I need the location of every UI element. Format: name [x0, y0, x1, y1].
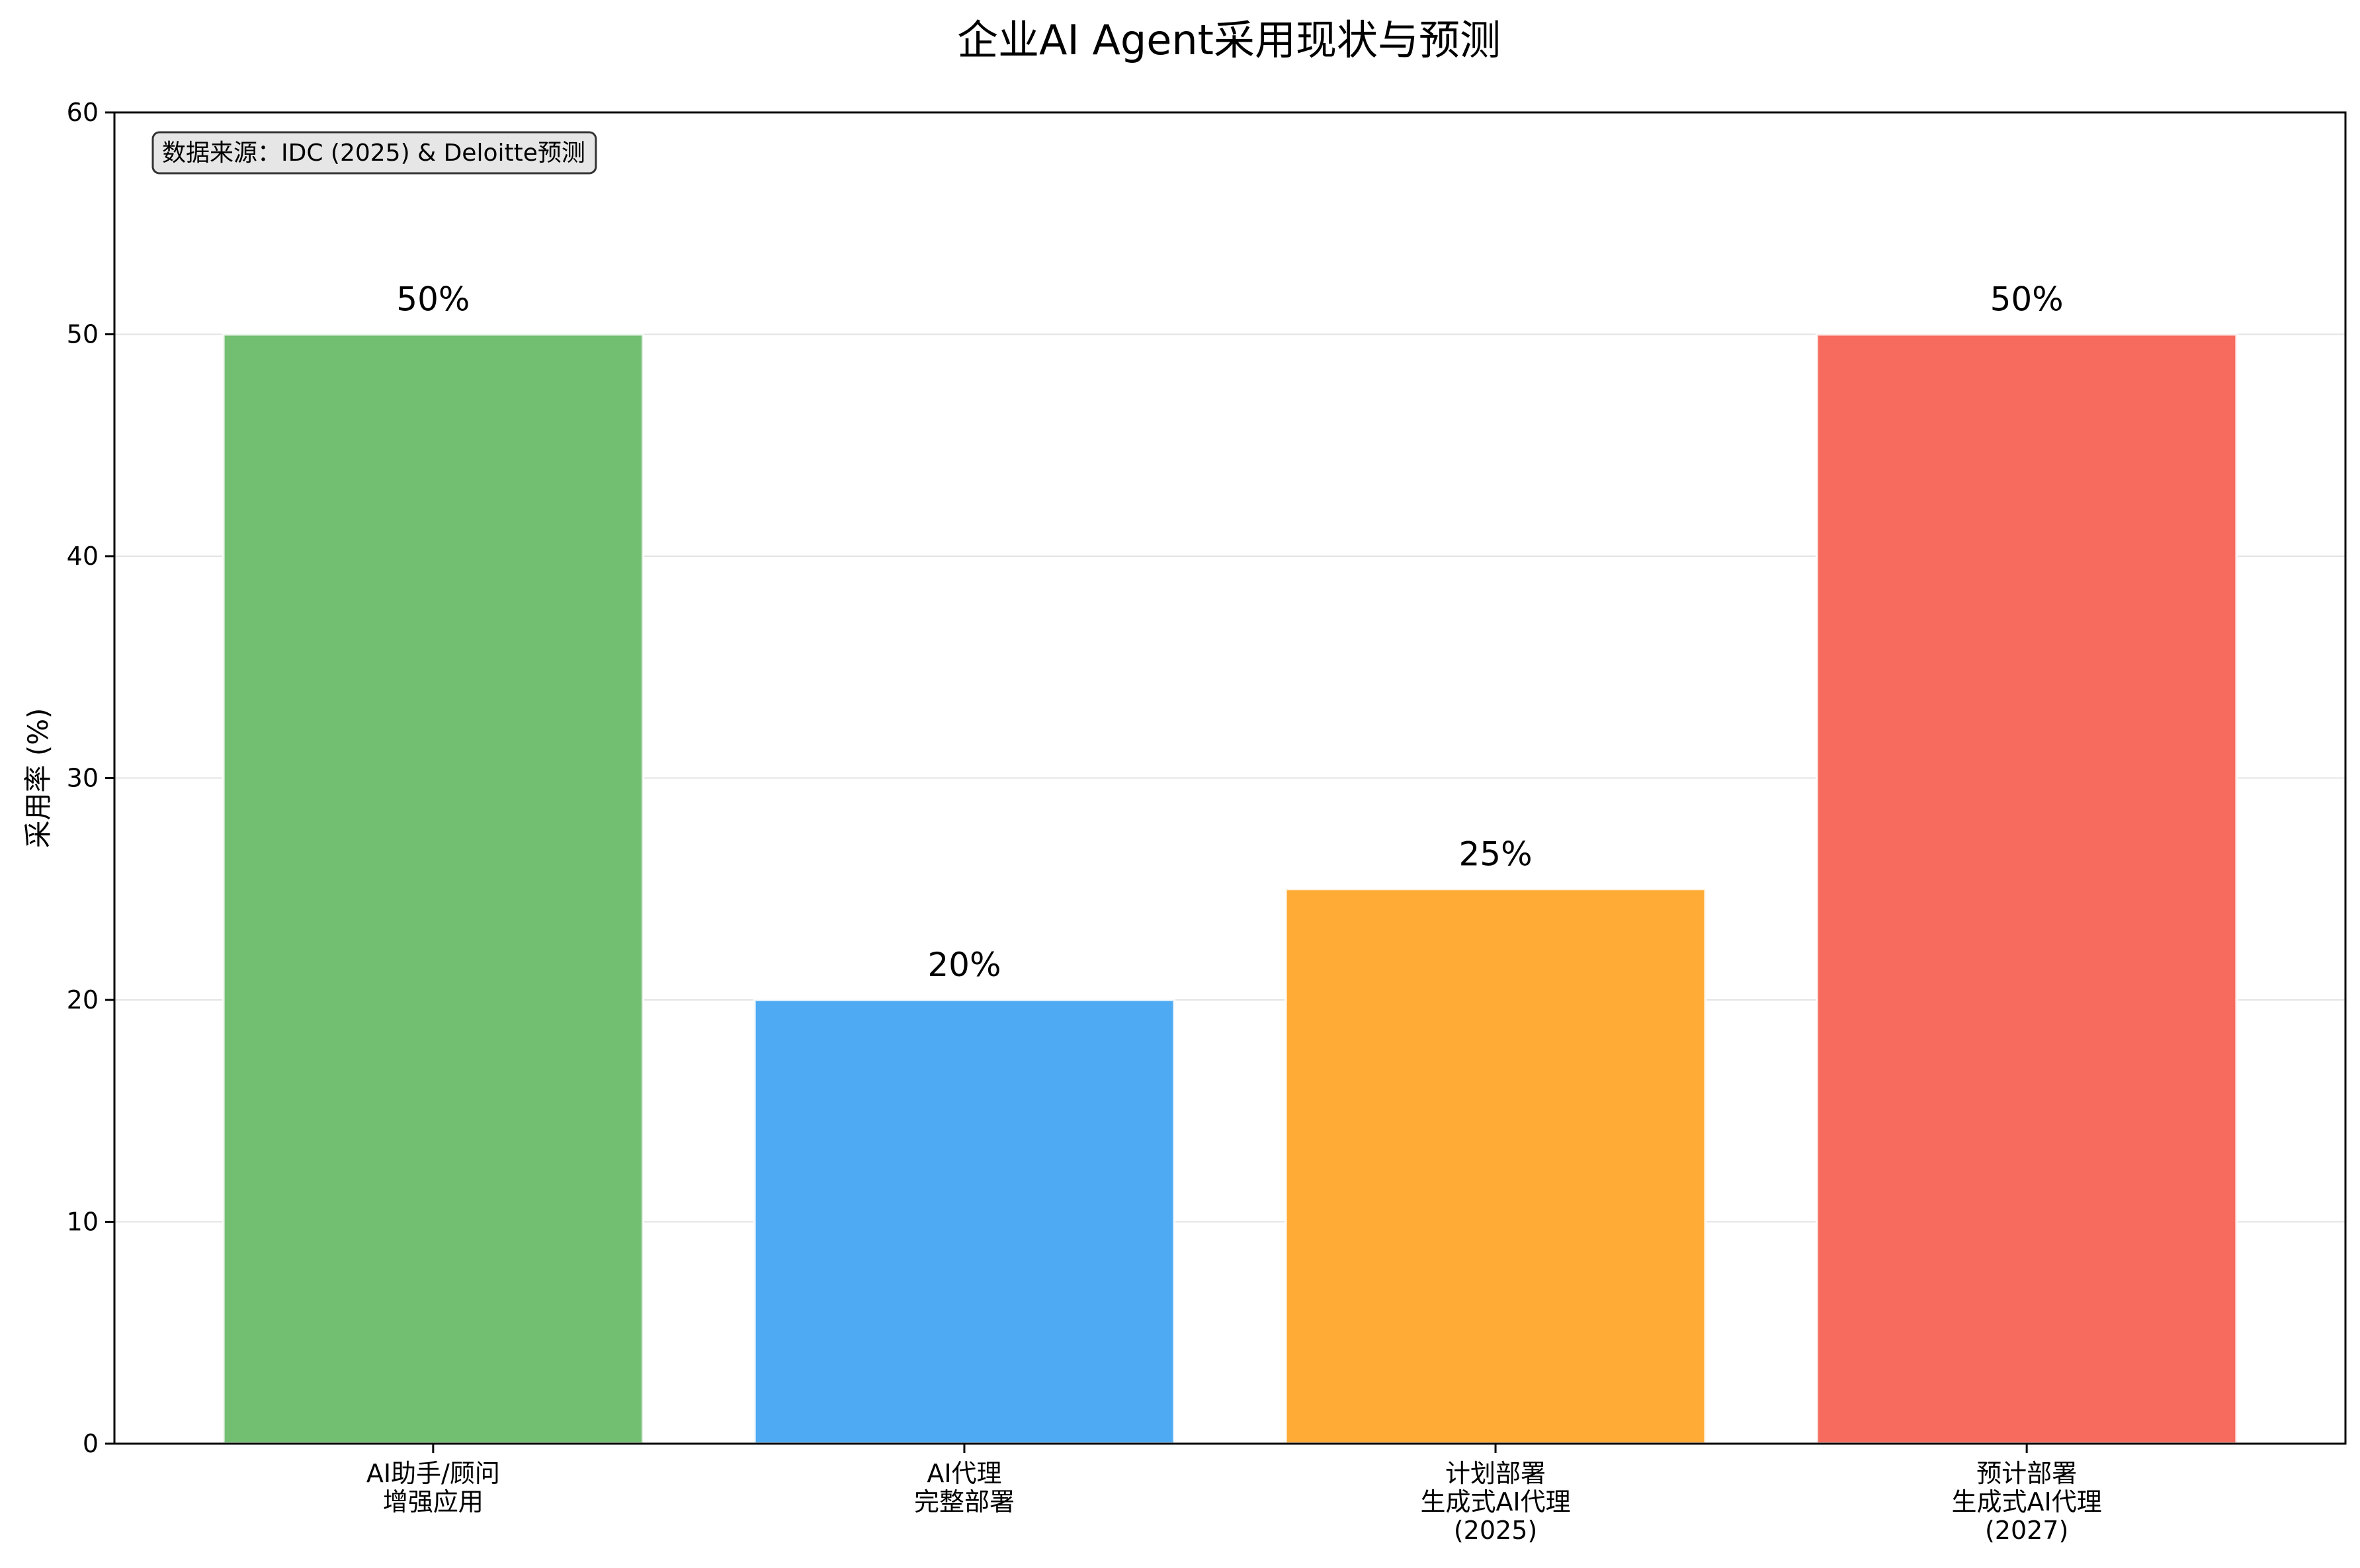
annotation-box	[151, 131, 597, 175]
y-tick-label: 40	[67, 542, 99, 571]
source-annotation: 数据来源：IDC (2025) & Deloitte预测	[151, 131, 597, 175]
data-label: 50%	[1990, 280, 2064, 319]
y-tick-label: 30	[67, 764, 99, 793]
y-axis-label: 采用率 (%)	[22, 708, 54, 848]
data-label: 25%	[1458, 835, 1532, 873]
annotation-text: 数据来源：IDC (2025) & Deloitte预测	[162, 140, 585, 167]
y-tick-label: 50	[67, 320, 99, 349]
x-tick-label: 计划部署	[1445, 1459, 1546, 1488]
bar	[222, 333, 645, 1445]
x-tick-label: 生成式AI代理	[1952, 1487, 2102, 1516]
y-tick-label: 20	[67, 985, 99, 1014]
bar	[1284, 887, 1707, 1445]
y-tick-label: 60	[67, 98, 99, 127]
data-labels: 50% 20% 25% 50%	[396, 280, 2063, 985]
x-axis-ticks: AI助手/顾问增强应用AI代理完整部署计划部署生成式AI代理(2025)预计部署…	[366, 1444, 2102, 1545]
chart-title: 企业AI Agent采用现状与预测	[957, 16, 1501, 64]
x-tick-label: (2027)	[1985, 1516, 2068, 1545]
y-tick-label: 0	[83, 1429, 99, 1458]
data-label: 50%	[396, 280, 470, 319]
x-tick-label: 增强应用	[383, 1487, 484, 1516]
x-tick-label: 生成式AI代理	[1420, 1487, 1570, 1516]
x-tick-label: AI助手/顾问	[366, 1459, 500, 1488]
data-label: 20%	[927, 946, 1001, 984]
x-tick-label: 预计部署	[1976, 1459, 2077, 1488]
x-tick-label: 完整部署	[914, 1487, 1015, 1516]
x-tick-label: AI代理	[927, 1459, 1001, 1488]
y-axis-ticks: 0 10 20 30 40 50 60	[67, 98, 114, 1458]
bar	[1815, 333, 2238, 1445]
x-tick-label: (2025)	[1454, 1516, 1537, 1545]
y-tick-label: 10	[67, 1208, 99, 1237]
bar	[753, 999, 1176, 1445]
bars	[222, 333, 2238, 1445]
